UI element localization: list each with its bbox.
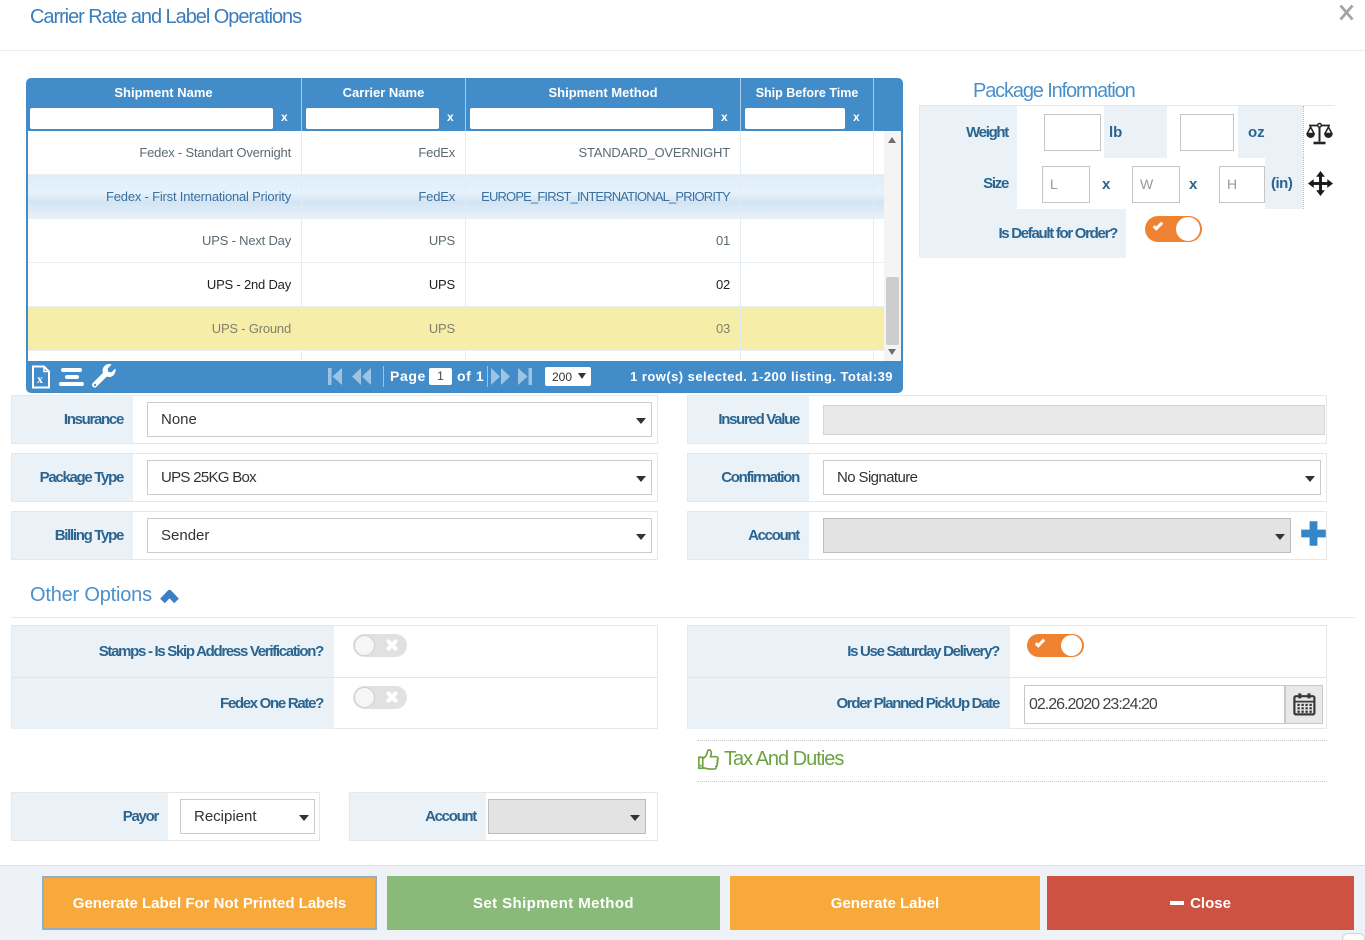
svg-text:x: x	[37, 372, 43, 386]
